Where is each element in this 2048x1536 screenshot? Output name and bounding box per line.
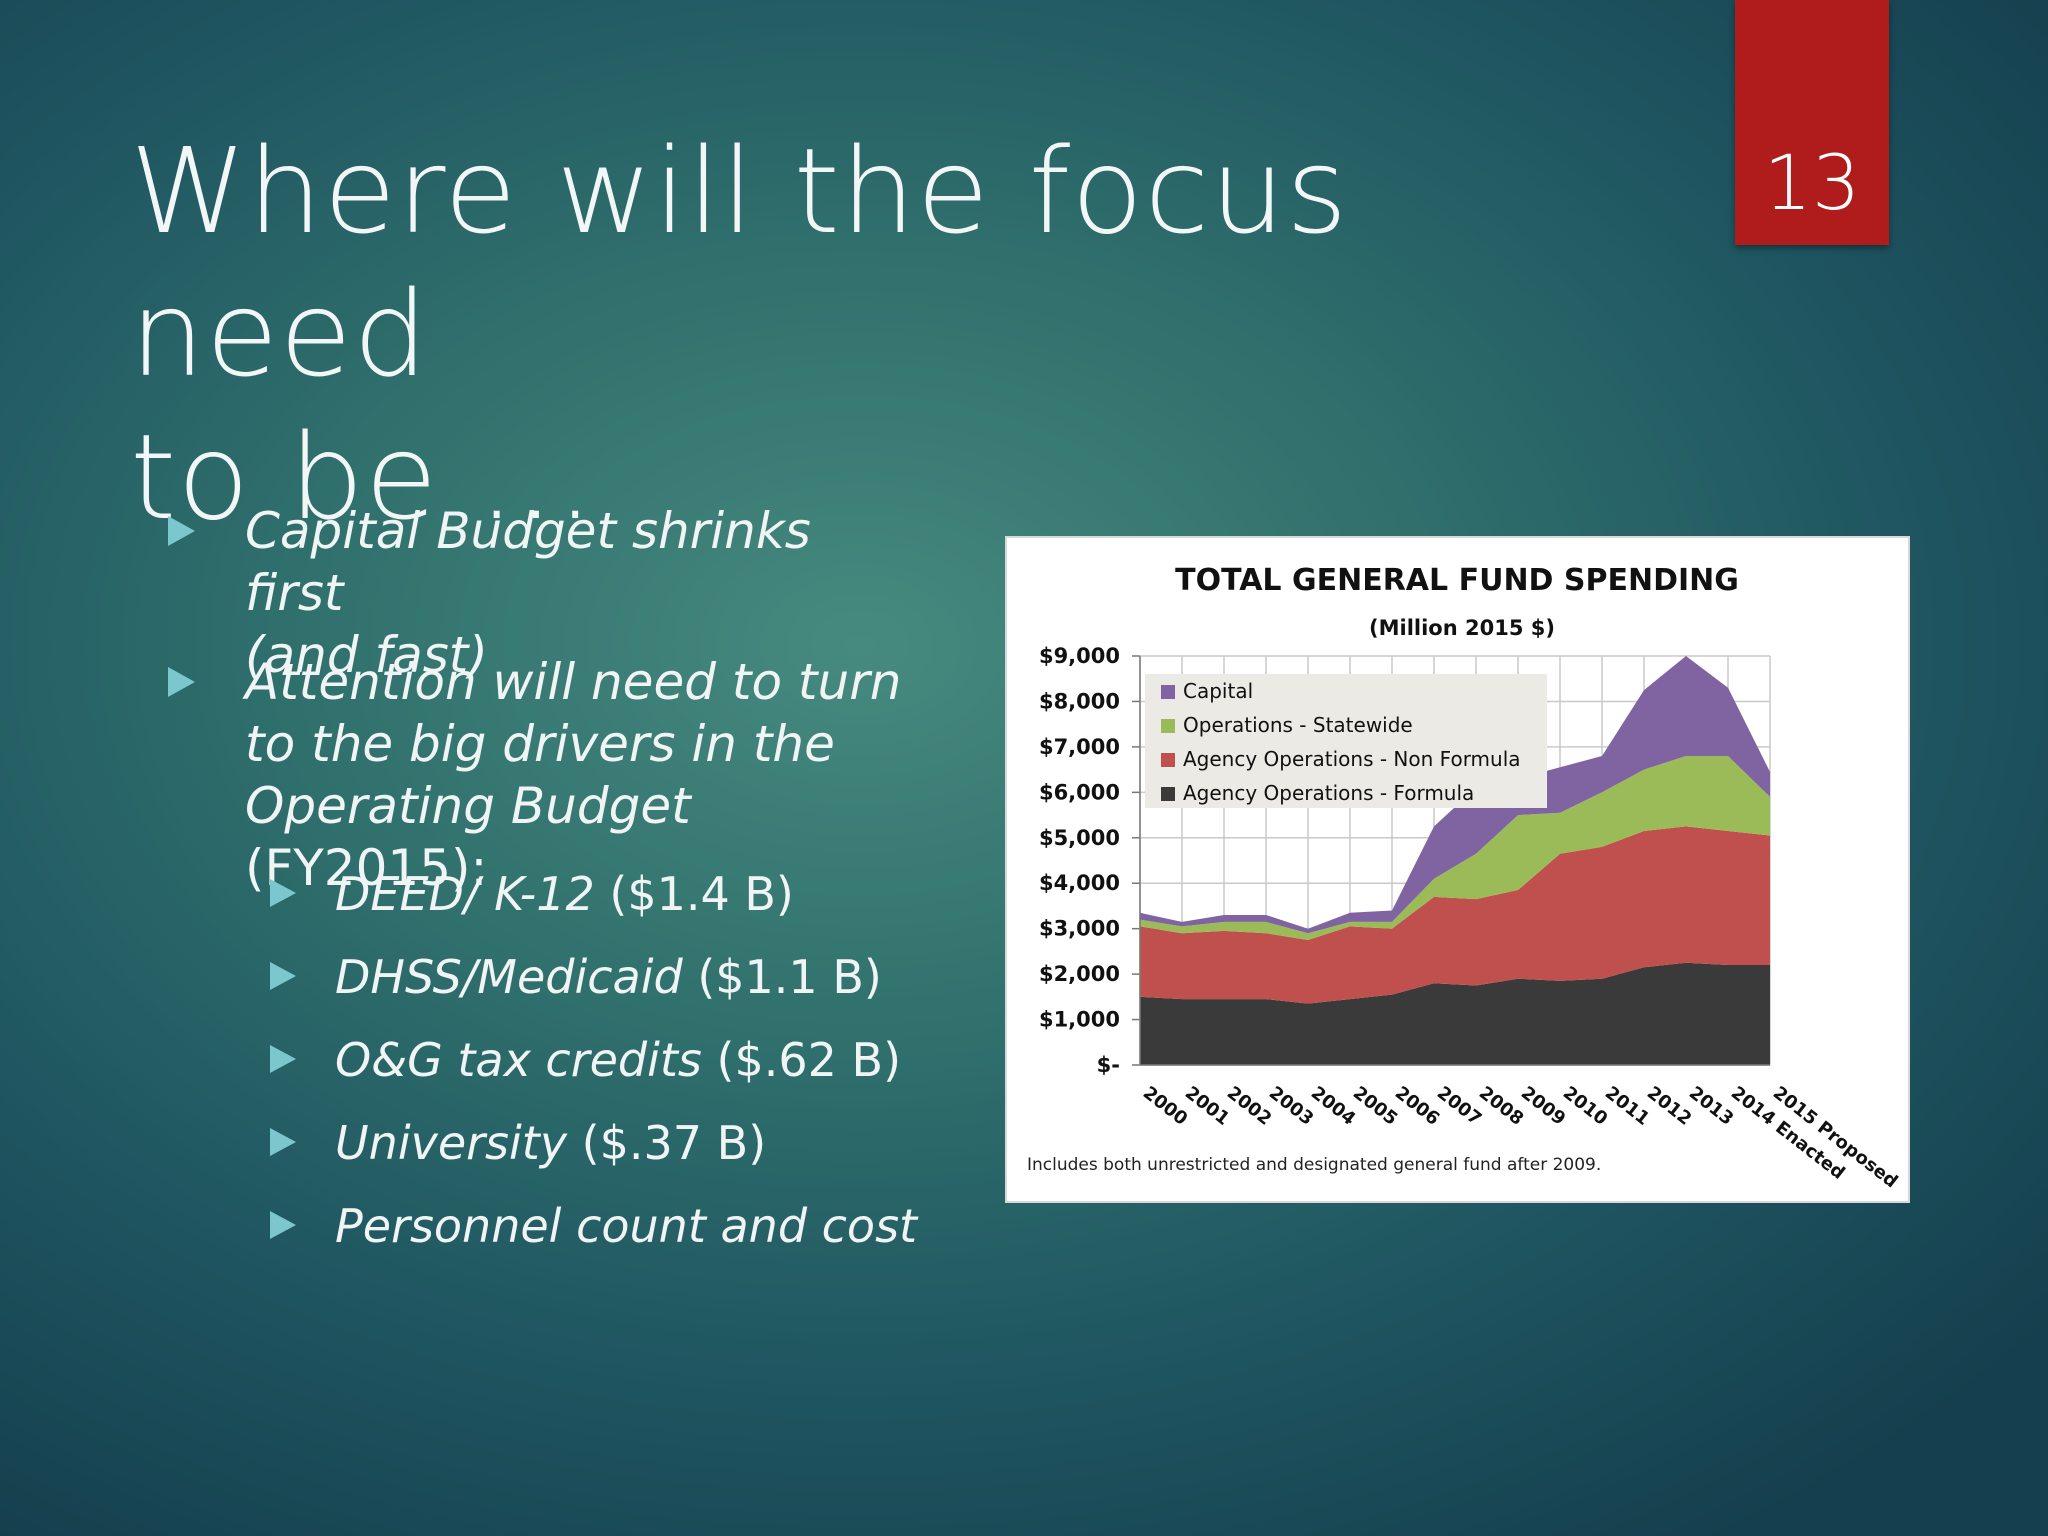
x-tick-label: 2008 (1475, 1082, 1527, 1129)
legend-box (1145, 674, 1547, 808)
y-tick-label: $5,000 (1039, 826, 1120, 850)
y-tick-label: $8,000 (1039, 689, 1120, 713)
x-tick-label: 2004 (1307, 1082, 1359, 1129)
chart-subtitle: (Million 2015 $) (1369, 616, 1555, 640)
legend-label: Agency Operations - Formula (1183, 781, 1474, 805)
x-tick-label: 2001 (1181, 1082, 1233, 1129)
y-tick-label: $- (1097, 1053, 1120, 1077)
series-area (1140, 826, 1770, 1004)
sub-bullet-plain: ($1.4 B) (594, 867, 794, 921)
legend-swatch (1161, 787, 1175, 801)
bullet-italic-text: Operating Budget (245, 777, 691, 835)
sub-bullet-plain: ($.62 B) (701, 1033, 902, 1087)
bullet-line: to the big drivers in the (245, 715, 835, 773)
legend-label: Capital (1183, 679, 1253, 703)
x-tick-label: 2010 (1559, 1082, 1611, 1129)
sub-bullet-plain: ($1.1 B) (682, 950, 882, 1004)
legend-label: Agency Operations - Non Formula (1183, 747, 1521, 771)
y-tick-label: $3,000 (1039, 917, 1120, 941)
slide-title: Where will the focus need to be … (130, 120, 1670, 549)
bullet-arrow-icon (270, 879, 296, 907)
legend-swatch (1161, 719, 1175, 733)
slide-title-line-1: Where will the focus need (130, 122, 1349, 403)
x-tick-label: 2007 (1433, 1082, 1485, 1129)
legend-swatch (1161, 753, 1175, 767)
series-area (1140, 656, 1770, 934)
x-tick-label: 2009 (1517, 1082, 1569, 1129)
sub-bullet-italic: O&G tax credits (335, 1033, 702, 1087)
chart-footnote: Includes both unrestricted and designate… (1027, 1155, 1601, 1175)
slide-number-badge: 13 (1735, 0, 1889, 245)
series-area (1140, 756, 1770, 940)
bullet-arrow-icon (270, 962, 296, 990)
chart-title: TOTAL GENERAL FUND SPENDING (1175, 563, 1739, 598)
bullet-arrow-icon (168, 516, 195, 546)
x-tick-label: 2002 (1223, 1082, 1275, 1129)
y-tick-label: $1,000 (1039, 1008, 1120, 1032)
y-tick-label: $2,000 (1039, 962, 1120, 986)
series-area (1140, 962, 1770, 1065)
y-tick-label: $4,000 (1039, 871, 1120, 895)
slide-title-line-2: to be … (130, 408, 596, 546)
chart-image: TOTAL GENERAL FUND SPENDING (Million 2015… (1005, 536, 1910, 1203)
sub-bullet-plain: ($.37 B) (567, 1116, 767, 1170)
x-tick-label: 2003 (1265, 1082, 1317, 1129)
sub-bullet-italic: University (335, 1116, 568, 1170)
x-tick-label: 2000 (1139, 1082, 1191, 1129)
y-tick-label: $7,000 (1039, 735, 1120, 759)
bullet-line: (and fast) (245, 626, 488, 684)
bullet-line: Operating Budget (FY2015): (245, 775, 925, 899)
y-tick-label: $6,000 (1039, 780, 1120, 804)
bullet-line: Attention will need to turn (245, 653, 902, 711)
y-tick-label: $9,000 (1039, 644, 1120, 668)
x-tick-label: 2006 (1391, 1082, 1443, 1129)
sub-bullet-italic: DEED/ K-12 (335, 867, 595, 921)
bullet-arrow-icon (270, 1211, 296, 1239)
x-tick-label: 2005 (1349, 1082, 1401, 1129)
x-tick-label: 2012 (1643, 1082, 1695, 1129)
legend-swatch (1161, 685, 1175, 699)
legend-label: Operations - Statewide (1183, 713, 1413, 737)
x-tick-label: 2011 (1601, 1082, 1653, 1129)
bullet-arrow-icon (168, 667, 195, 697)
bullet-list: Capital Budget shrinks first (and fast) … (0, 0, 1000, 1536)
x-tick-label: 2013 (1685, 1082, 1737, 1129)
bullet-line: Capital Budget shrinks first (245, 502, 811, 622)
bullet-arrow-icon (270, 1128, 296, 1156)
sub-bullet-italic: DHSS/Medicaid (335, 950, 683, 1004)
chart-svg: TOTAL GENERAL FUND SPENDING (Million 2015… (1027, 563, 1902, 1192)
slide-number: 13 (1763, 138, 1861, 227)
bullet-arrow-icon (270, 1045, 296, 1073)
sub-bullet-italic: Personnel count and cost (335, 1199, 918, 1253)
